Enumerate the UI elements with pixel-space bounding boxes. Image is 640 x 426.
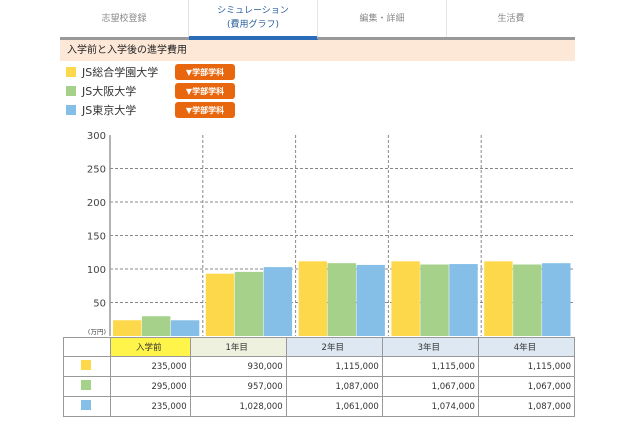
bar	[327, 263, 356, 336]
color-swatch-icon	[80, 360, 91, 370]
bar	[449, 264, 478, 336]
header-cell: 3年目	[381, 337, 479, 357]
tab-edit-details[interactable]: 編集・詳細	[318, 0, 447, 37]
tab-living-costs[interactable]: 生活費	[447, 0, 575, 37]
y-tick-label: 50	[93, 299, 106, 310]
y-tick-label: 200	[87, 198, 106, 209]
bar	[356, 264, 385, 336]
header-cell: 入学前	[110, 337, 191, 357]
header-cell: 2年目	[285, 337, 383, 357]
bar	[205, 273, 235, 336]
bar	[141, 316, 171, 336]
bar	[113, 320, 142, 336]
color-swatch-icon	[80, 380, 91, 390]
y-tick-label: 100	[87, 265, 106, 276]
y-tick-label: 250	[87, 165, 106, 176]
tab-simulation[interactable]: シミュレーション (費用グラフ)	[189, 0, 318, 40]
legend-label: JS大阪大学	[82, 85, 137, 98]
table-row: 235,000 1,028,000 1,061,000 1,074,000 1,087,…	[63, 396, 576, 417]
faculty-dropdown-button[interactable]: ▼学部学科	[175, 64, 235, 80]
legend-item: JS大阪大学 ▼学部学科	[66, 83, 235, 99]
table-cell: 235,000	[110, 396, 191, 417]
table-cell: 1,067,000	[477, 376, 576, 397]
legend-label: JS総合学園大学	[82, 66, 159, 79]
legend-label: JS東京大学	[82, 104, 137, 117]
table-cell: 1,028,000	[189, 396, 287, 417]
table-row: 235,000 930,000 1,115,000 1,115,000 1,115,00…	[63, 356, 576, 377]
table-cell: 1,061,000	[285, 396, 383, 417]
bar	[234, 271, 264, 336]
section-title: 入学前と入学後の進学費用	[60, 40, 575, 61]
header-cell: 1年目	[189, 337, 287, 357]
color-swatch-icon	[66, 86, 76, 96]
data-table: 入学前 1年目 2年目 3年目 4年目 235,000 930,000 1,115,…	[63, 337, 576, 417]
tab-label: シミュレーション	[217, 6, 289, 16]
table-cell: 235,000	[110, 356, 191, 377]
table-header-row: 入学前 1年目 2年目 3年目 4年目	[63, 337, 576, 357]
table-cell: 1,067,000	[381, 376, 479, 397]
tab-label: 志望校登録	[101, 13, 147, 24]
faculty-dropdown-button[interactable]: ▼学部学科	[175, 102, 235, 118]
table-cell: 957,000	[189, 376, 287, 397]
table-cell: 1,074,000	[381, 396, 479, 417]
table-cell: 1,087,000	[285, 376, 383, 397]
y-tick-label: 150	[87, 232, 106, 243]
legend-item: JS東京大学 ▼学部学科	[66, 102, 235, 118]
tab-label: 生活費	[497, 13, 525, 24]
bar	[170, 320, 200, 336]
table-cell: 1,115,000	[477, 356, 576, 377]
y-axis-unit-label: (万円)	[88, 328, 106, 336]
swatch-cell	[63, 396, 111, 417]
table-cell: 1,087,000	[477, 396, 576, 417]
legend-item: JS総合学園大学 ▼学部学科	[66, 64, 235, 80]
faculty-dropdown-button[interactable]: ▼学部学科	[175, 83, 235, 99]
bar	[263, 267, 293, 336]
table-cell: 1,115,000	[381, 356, 479, 377]
swatch-cell	[63, 376, 111, 397]
tab-bar: 志望校登録 シミュレーション (費用グラフ) 編集・詳細 生活費	[60, 0, 575, 40]
bar	[513, 264, 542, 336]
bar	[542, 263, 571, 336]
bar	[420, 264, 449, 336]
table-row: 295,000 957,000 1,087,000 1,067,000 1,067,00…	[63, 376, 576, 397]
table-cell: 295,000	[110, 376, 191, 397]
table-cell: 1,115,000	[285, 356, 383, 377]
tab-school-registration[interactable]: 志望校登録	[60, 0, 189, 37]
bar	[298, 261, 328, 336]
color-swatch-icon	[80, 400, 91, 410]
color-swatch-icon	[66, 105, 76, 115]
bar	[484, 261, 513, 336]
tab-label: 編集・詳細	[359, 13, 405, 24]
bar	[391, 261, 420, 336]
y-tick-label: 300	[87, 131, 106, 142]
header-blank	[63, 337, 111, 357]
swatch-cell	[63, 356, 111, 377]
table-cell: 930,000	[189, 356, 287, 377]
header-cell: 4年目	[477, 337, 576, 357]
tab-sublabel: (費用グラフ)	[226, 20, 280, 30]
color-swatch-icon	[66, 67, 76, 77]
